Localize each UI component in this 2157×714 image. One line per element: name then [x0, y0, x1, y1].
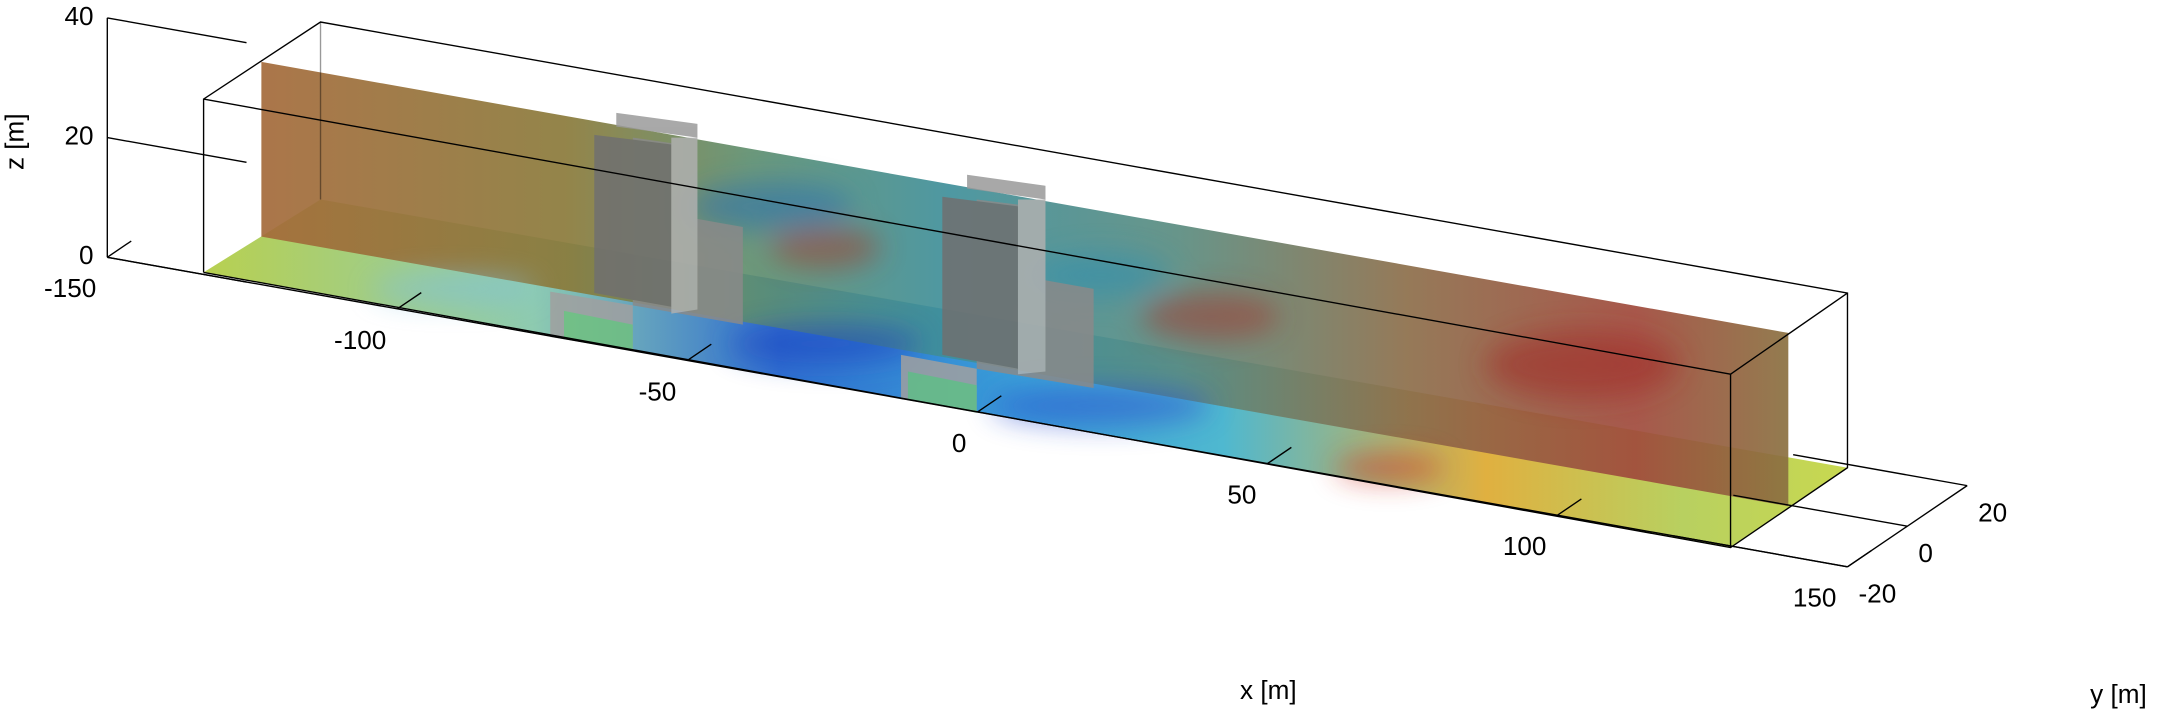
x-tick-mark [977, 395, 1002, 413]
x-tick-mark [106, 240, 132, 258]
y-tick-mark [1673, 535, 1848, 568]
dam-left [550, 112, 743, 351]
x-tick-label: 150 [1793, 583, 1837, 613]
x-tick-mark [1557, 498, 1582, 516]
x-tick-label: -50 [639, 376, 677, 406]
z-tick-mark [107, 136, 247, 164]
x-axis-title: x [m] [1240, 675, 1297, 705]
z-tick-label: 20 [64, 120, 93, 150]
z-tick-mark [107, 17, 247, 44]
y-axis-title: y [m] [2090, 679, 2147, 709]
y-tick-mark [1733, 494, 1908, 527]
z-tick-label: 40 [64, 1, 93, 31]
x-tick-mark [686, 343, 712, 362]
x-tick-label: 0 [952, 428, 967, 458]
box [202, 21, 1849, 549]
z-tick-label: 0 [79, 240, 94, 270]
x-tick-mark [1847, 549, 1872, 568]
y-tick-label: -20 [1858, 579, 1896, 609]
y-tick-label: 0 [1918, 538, 1933, 568]
y-tick-mark [1793, 453, 1968, 487]
plot-content [202, 21, 1849, 549]
x-tick-mark [1267, 446, 1292, 465]
z-tick-mark [107, 256, 247, 283]
dam-right [901, 174, 1094, 413]
x-tick-label: -100 [334, 325, 386, 355]
x-tick-label: -150 [44, 273, 96, 303]
z-axis-title: z [m] [0, 113, 29, 170]
x-tick-label: 100 [1503, 531, 1547, 561]
x-tick-label: 50 [1227, 480, 1256, 510]
y-tick-label: 20 [1978, 497, 2007, 527]
field-texture [371, 181, 1679, 482]
x-tick-mark [396, 292, 422, 310]
